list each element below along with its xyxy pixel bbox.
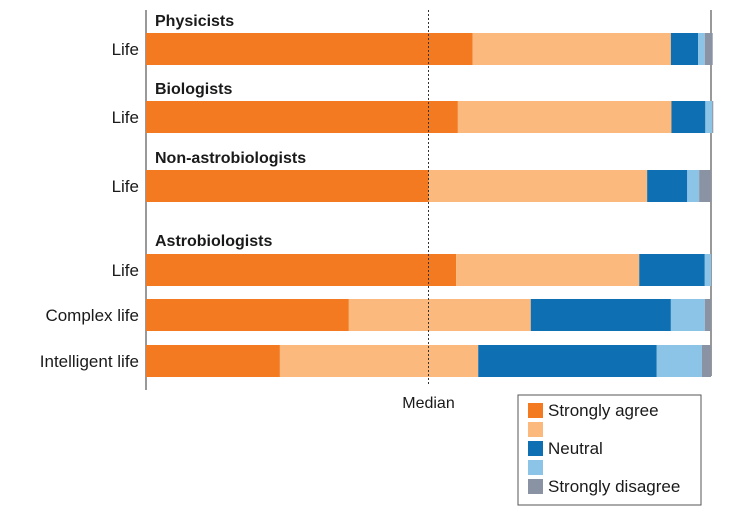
bar-segment-astrobiologists-life-agree bbox=[456, 254, 640, 286]
bar-segment-non-astrobiologists-life-strongly_agree bbox=[146, 170, 429, 202]
bar-segment-non-astrobiologists-life-agree bbox=[428, 170, 648, 202]
bar-segment-astrobiologists-life-strongly_agree bbox=[146, 254, 457, 286]
bar-segment-physicists-life-strongly_agree bbox=[146, 33, 473, 65]
bar-segment-astrobiologists-life-neutral bbox=[639, 254, 705, 286]
legend-label-strongly_disagree: Strongly disagree bbox=[548, 477, 680, 496]
bar-segment-physicists-life-disagree bbox=[698, 33, 705, 65]
legend-swatch-strongly_agree bbox=[528, 403, 543, 418]
bar-segment-biologists-life-agree bbox=[457, 101, 672, 133]
bar-segment-physicists-life-strongly_disagree bbox=[704, 33, 713, 65]
bar-segment-astrobiologists-intelligent-life-neutral bbox=[478, 345, 657, 377]
bar-segment-astrobiologists-complex-life-strongly_disagree bbox=[704, 299, 711, 331]
legend-swatch-neutral bbox=[528, 441, 543, 456]
legend-label-strongly_agree: Strongly agree bbox=[548, 401, 659, 420]
row-label-astrobiologists-life: Life bbox=[112, 261, 139, 280]
group-title-physicists: Physicists bbox=[155, 13, 234, 30]
legend-box bbox=[517, 394, 702, 506]
bar-segment-astrobiologists-complex-life-agree bbox=[348, 299, 531, 331]
group-title-biologists: Biologists bbox=[155, 81, 232, 98]
group-title-non-astrobiologists: Non-astrobiologists bbox=[155, 150, 306, 167]
row-label-astrobiologists-intelligent-life: Intelligent life bbox=[40, 352, 139, 371]
bar-segment-non-astrobiologists-life-neutral bbox=[647, 170, 688, 202]
bar-segment-astrobiologists-complex-life-neutral bbox=[530, 299, 671, 331]
bar-segment-biologists-life-disagree bbox=[705, 101, 713, 133]
legend-swatch-agree bbox=[528, 422, 543, 437]
bar-segment-non-astrobiologists-life-strongly_disagree bbox=[699, 170, 711, 202]
bar-segment-astrobiologists-intelligent-life-disagree bbox=[656, 345, 702, 377]
row-label-physicists-life: Life bbox=[112, 40, 139, 59]
median-label: Median bbox=[402, 395, 454, 412]
legend-swatch-strongly_disagree bbox=[528, 479, 543, 494]
legend-label-neutral: Neutral bbox=[548, 439, 603, 458]
legend-swatch-disagree bbox=[528, 460, 543, 475]
bar-segment-biologists-life-strongly_agree bbox=[146, 101, 458, 133]
bar-segment-biologists-life-strongly_disagree bbox=[712, 101, 714, 133]
bar-segment-physicists-life-agree bbox=[472, 33, 671, 65]
bar-segment-non-astrobiologists-life-disagree bbox=[687, 170, 700, 202]
row-label-astrobiologists-complex-life: Complex life bbox=[45, 306, 139, 325]
bar-segment-biologists-life-neutral bbox=[671, 101, 706, 133]
bar-segment-astrobiologists-complex-life-strongly_agree bbox=[146, 299, 349, 331]
bar-segment-astrobiologists-intelligent-life-strongly_disagree bbox=[701, 345, 711, 377]
bar-segment-physicists-life-neutral bbox=[670, 33, 699, 65]
row-label-non-astrobiologists-life: Life bbox=[112, 177, 139, 196]
bar-segment-astrobiologists-complex-life-disagree bbox=[670, 299, 705, 331]
group-title-astrobiologists: Astrobiologists bbox=[155, 233, 272, 250]
bar-segment-astrobiologists-life-disagree bbox=[704, 254, 711, 286]
row-label-biologists-life: Life bbox=[112, 108, 139, 127]
bar-segment-astrobiologists-intelligent-life-strongly_agree bbox=[146, 345, 280, 377]
bar-segment-astrobiologists-intelligent-life-agree bbox=[279, 345, 479, 377]
